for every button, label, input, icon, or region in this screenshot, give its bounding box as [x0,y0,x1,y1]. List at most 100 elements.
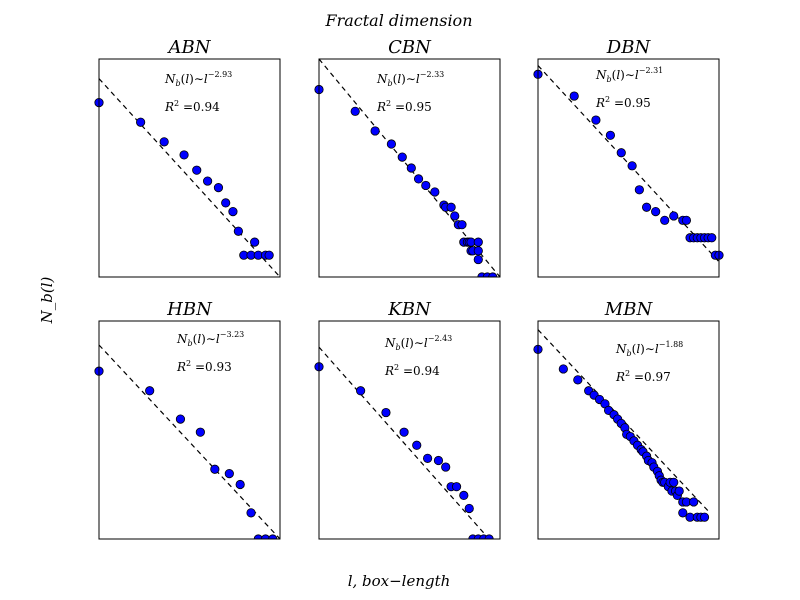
data-point [422,453,433,463]
data-point [264,250,274,260]
data-point [406,163,416,173]
data-point [451,482,462,492]
data-point [145,386,155,396]
power-law-annotation: Nb(l)∼l−2.93 [164,70,232,88]
panel-frame [537,58,720,278]
x-axis-label: l, box−length [348,572,451,590]
data-point [641,202,652,212]
panels: ABN Nb(l)∼l−2.93 R2 =0.94 CBN Nb(l)∼l−2.33 R2… [94,37,724,540]
panel-frame [537,320,720,540]
data-point [192,165,202,175]
data-point [246,508,256,518]
data-point [558,364,568,374]
data-point [221,198,231,208]
data-point [356,386,366,396]
data-point [678,508,688,518]
plot-area [94,344,281,539]
power-law-annotation: Nb(l)∼l−2.33 [376,70,444,88]
data-point [235,479,245,490]
r-squared-annotation: R2 =0.95 [595,95,651,110]
data-point [213,183,224,193]
panel-dbn: DBN Nb(l)∼l−2.31 R2 =0.95 [533,37,724,278]
figure-title: Fractal dimension [325,11,473,30]
r-squared-annotation: R2 =0.93 [176,359,232,374]
panel-kbn: KBN Nb(l)∼l−2.43 R2 =0.94 [314,299,501,540]
data-point [412,440,422,450]
data-point [634,185,644,195]
panel-cbn: CBN Nb(l)∼l−2.33 R2 =0.95 [314,37,501,278]
data-point [459,490,469,500]
data-point [399,427,409,437]
plot-area [533,329,711,522]
panel-title: CBN [388,37,432,58]
panel-title: KBN [387,299,432,320]
data-point [175,414,186,424]
y-axis-label: N_b(l) [38,276,56,324]
data-point [457,220,467,230]
data-point [669,477,679,487]
panel-title: ABN [167,37,212,58]
data-point [669,211,679,221]
data-point [203,176,213,186]
panel-frame [318,58,501,278]
data-point [433,455,444,466]
data-point [441,462,451,472]
plot-area [533,65,724,263]
data-point [233,226,243,236]
data-point [651,207,661,217]
plot-area [314,59,501,277]
data-point [350,106,360,116]
data-point [159,137,169,147]
panel-mbn: MBN Nb(l)∼l−1.88 R2 =0.97 [533,299,720,540]
power-law-annotation: Nb(l)∼l−2.43 [384,334,452,352]
data-point [689,497,699,507]
power-law-annotation: Nb(l)∼l−1.88 [615,340,683,358]
r-squared-annotation: R2 =0.97 [615,369,671,384]
data-point [430,187,440,197]
data-point [591,115,601,125]
data-point [179,150,189,160]
data-point [450,211,460,221]
data-point [681,215,692,225]
data-point [386,139,396,149]
data-point [464,503,474,514]
power-law-annotation: Nb(l)∼l−3.23 [176,330,244,348]
data-point [473,254,483,265]
r-squared-annotation: R2 =0.94 [384,363,440,378]
panel-frame [98,320,281,540]
panel-abn: ABN Nb(l)∼l−2.93 R2 =0.94 [94,37,281,278]
data-point [224,468,234,479]
data-point [660,215,670,225]
data-point [397,152,407,162]
r-squared-annotation: R2 =0.94 [164,99,220,114]
data-point [699,512,710,522]
data-point [210,464,220,474]
power-law-annotation: Nb(l)∼l−2.31 [595,66,663,84]
data-point [381,407,391,418]
data-point [569,91,579,101]
r-squared-annotation: R2 =0.95 [376,99,432,114]
panel-hbn: HBN Nb(l)∼l−3.23 R2 =0.93 [94,299,281,540]
data-point [616,148,626,158]
data-point [605,130,616,140]
data-point [421,180,431,191]
data-point [674,486,684,496]
data-point [446,202,456,212]
data-point [413,174,424,184]
fit-line [537,329,711,514]
fit-line [318,346,490,539]
data-point [473,237,483,247]
data-point [228,207,238,217]
data-point [573,375,583,385]
data-point [250,237,260,247]
data-point [370,126,380,136]
data-point [195,427,205,437]
data-point [136,117,146,127]
plot-area [94,78,281,277]
panel-frame [98,58,281,278]
y-axis-label-group: N_b(l) [38,276,56,324]
panel-frame [318,320,501,540]
data-point [473,246,483,256]
panel-title: MBN [604,299,654,320]
